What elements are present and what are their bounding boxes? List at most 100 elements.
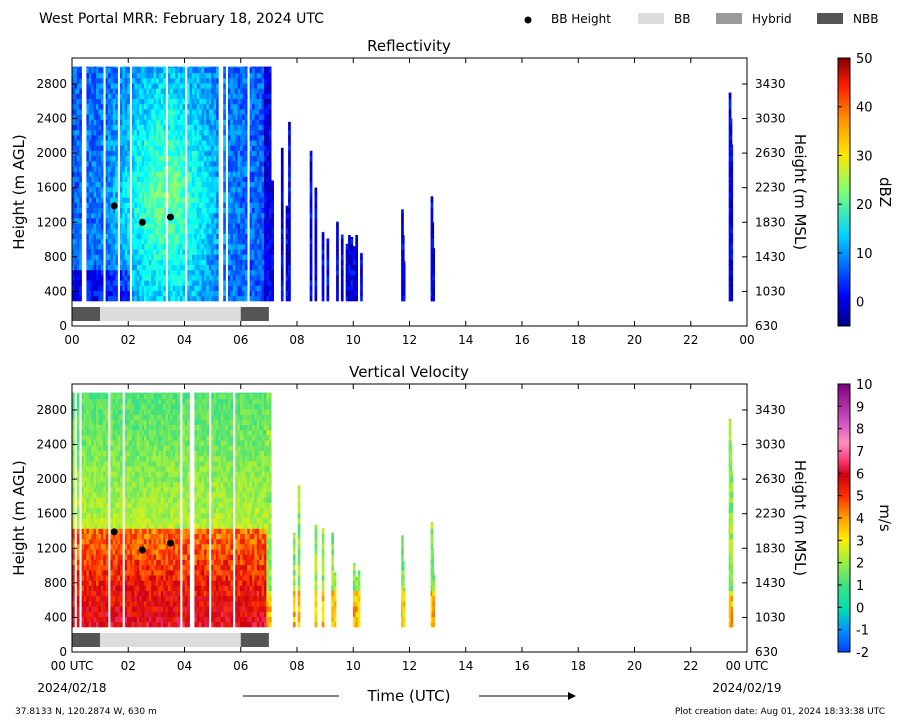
data-cell: [192, 181, 195, 188]
data-cell: [74, 72, 78, 79]
data-cell: [216, 207, 219, 214]
data-cell: [127, 67, 130, 74]
data-cell: [264, 88, 267, 94]
data-cell: [127, 129, 130, 136]
data-cell: [76, 197, 80, 203]
data-cell: [158, 243, 162, 250]
data-cell: [117, 403, 121, 410]
data-cell: [213, 155, 217, 162]
data-cell: [194, 207, 198, 214]
data-cell: [148, 66, 152, 68]
data-cell: [134, 569, 138, 576]
data-cell: [124, 129, 128, 136]
data-cell: [180, 228, 183, 234]
data-cell: [129, 476, 133, 483]
data-cell: [120, 533, 123, 540]
data-cell: [271, 228, 274, 234]
data-cell: [730, 197, 734, 203]
x-tick-label: 12: [402, 333, 417, 347]
data-cell: [105, 202, 109, 208]
data-cell: [100, 238, 104, 245]
data-cell: [72, 212, 75, 219]
data-cell: [213, 285, 217, 291]
data-cell: [72, 275, 75, 281]
data-cell: [261, 124, 265, 131]
data-cell: [201, 207, 205, 214]
data-cell: [112, 611, 116, 617]
data-cell: [235, 155, 238, 162]
data-cell: [336, 238, 339, 245]
data-cell: [72, 606, 75, 612]
data-cell: [81, 460, 85, 467]
data-cell: [280, 238, 284, 245]
data-cell: [168, 233, 171, 240]
data-cell: [730, 295, 734, 302]
data-cell: [230, 212, 234, 219]
data-cell: [196, 88, 200, 94]
data-cell: [134, 275, 138, 281]
data-cell: [204, 249, 207, 255]
data-cell: [213, 103, 217, 110]
data-cell: [230, 186, 234, 193]
data-cell: [127, 445, 130, 451]
data-cell: [208, 233, 212, 240]
data-cell: [252, 119, 255, 125]
data-cell: [158, 254, 162, 260]
data-cell: [264, 134, 267, 141]
data-cell: [112, 119, 116, 125]
data-cell: [93, 192, 97, 198]
data-cell: [172, 295, 176, 302]
data-cell: [132, 554, 135, 560]
data-cell: [141, 72, 145, 79]
data-cell: [91, 129, 94, 136]
data-cell: [259, 254, 262, 260]
data-cell: [170, 114, 174, 120]
data-cell: [401, 228, 404, 234]
data-cell: [244, 269, 248, 276]
data-cell: [110, 83, 114, 89]
data-cell: [153, 223, 157, 229]
data-cell: [132, 486, 135, 493]
data-cell: [96, 254, 99, 260]
data-cell: [264, 254, 267, 260]
data-cell: [74, 217, 78, 224]
data-cell: [244, 155, 248, 162]
data-cell: [223, 228, 226, 234]
data-cell: [158, 290, 162, 297]
data-cell: [136, 109, 140, 115]
data-cell: [206, 228, 210, 234]
data-cell: [177, 212, 181, 219]
data-cell: [235, 233, 238, 240]
data-cell: [91, 580, 94, 586]
data-cell: [93, 435, 97, 441]
data-cell: [206, 254, 210, 260]
data-cell: [153, 155, 157, 162]
data-cell: [196, 275, 200, 281]
data-cell: [211, 186, 214, 193]
data-cell: [228, 77, 231, 84]
data-cell: [79, 212, 82, 219]
data-cell: [326, 238, 330, 245]
data-cell: [280, 264, 284, 271]
data-cell: [175, 134, 178, 141]
x-tick-label: 18: [571, 333, 586, 347]
data-cell: [177, 243, 181, 250]
data-cell: [120, 114, 123, 120]
data-cell: [88, 414, 92, 420]
data-cell: [268, 285, 272, 291]
data-cell: [192, 192, 195, 198]
data-cell: [132, 450, 135, 457]
data-cell: [264, 176, 267, 182]
data-cell: [237, 103, 241, 110]
data-cell: [402, 275, 406, 281]
data-cell: [230, 233, 234, 240]
data-cell: [266, 67, 270, 74]
data-cell: [148, 264, 152, 271]
data-cell: [252, 290, 255, 297]
data-cell: [105, 486, 109, 493]
data-cell: [256, 140, 260, 146]
data-cell: [134, 98, 138, 105]
data-cell: [182, 254, 186, 260]
data-cell: [100, 403, 104, 410]
data-cell: [84, 549, 87, 555]
